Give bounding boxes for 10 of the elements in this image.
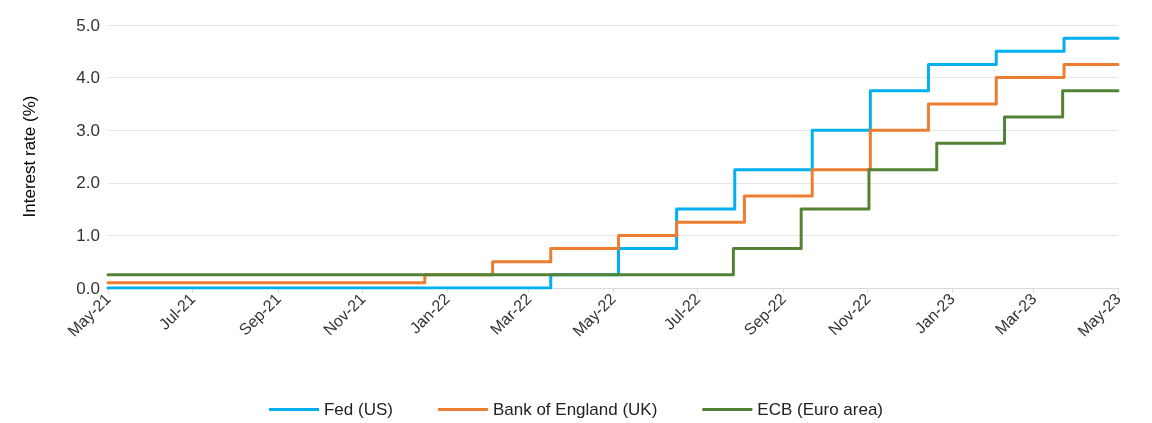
y-tick-label: 2.0 (76, 173, 100, 193)
y-tick-label: 3.0 (76, 120, 100, 140)
legend-label: Fed (US) (323, 400, 393, 419)
y-tick-label: 5.0 (76, 15, 100, 35)
legend-label: Bank of England (UK) (492, 400, 658, 419)
y-tick-label: 1.0 (76, 225, 100, 245)
y-tick-label: 0.0 (76, 278, 100, 298)
y-axis-title: Interest rate (%) (20, 95, 39, 218)
y-tick-label: 4.0 (76, 68, 100, 88)
legend-label: ECB (Euro area) (757, 400, 884, 419)
